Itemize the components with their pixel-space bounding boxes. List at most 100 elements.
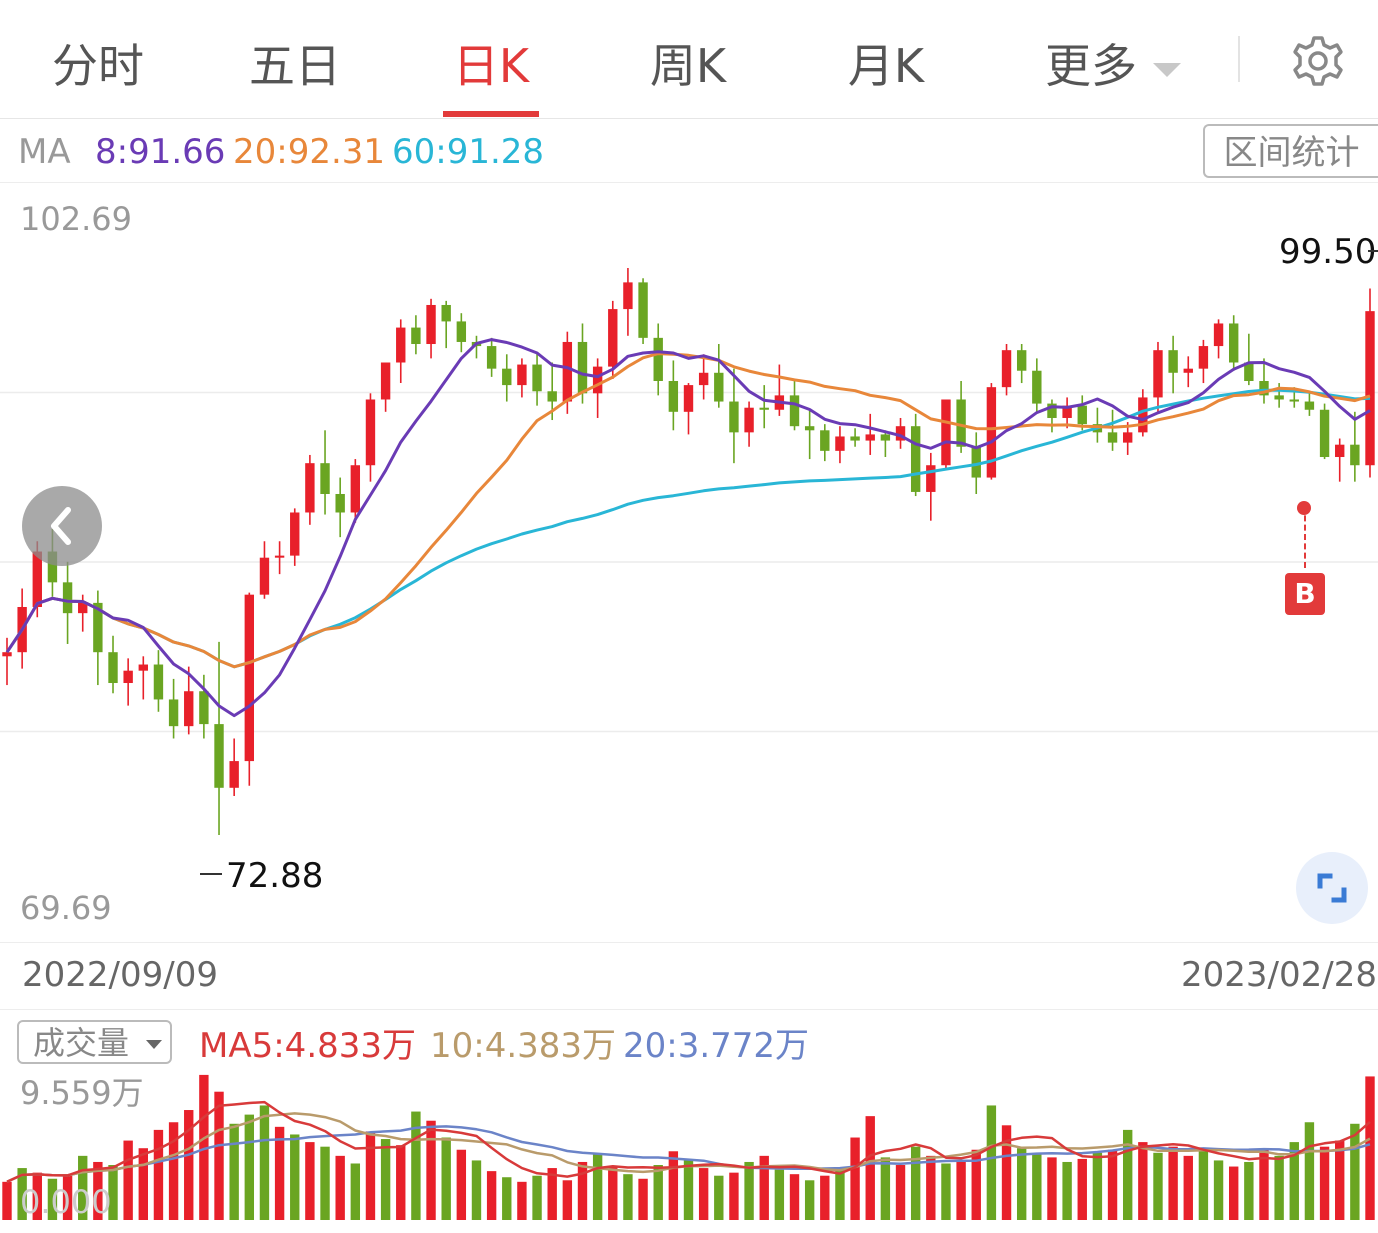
volume-bar (850, 1137, 860, 1220)
candle (168, 678, 179, 739)
volume-bar (1335, 1140, 1345, 1220)
volume-bar (274, 1126, 285, 1220)
candle (93, 590, 103, 686)
candle-body (411, 327, 421, 345)
volume-chart[interactable] (0, 1066, 1378, 1233)
candle (1168, 335, 1178, 394)
candle-body (1032, 370, 1042, 404)
candle (1259, 358, 1269, 404)
volume-bar (305, 1142, 315, 1220)
candle (426, 298, 436, 359)
candle-body (1047, 403, 1057, 418)
candle (1365, 288, 1375, 478)
candle (1001, 344, 1012, 396)
tab-weekly-k[interactable]: 周K (649, 39, 727, 93)
candle (2, 637, 12, 686)
candle-body (365, 399, 376, 466)
volume-bar (1244, 1161, 1254, 1220)
candle-body (32, 551, 42, 607)
volume-bar (835, 1168, 845, 1220)
volume-bar (638, 1178, 648, 1220)
buy-marker[interactable]: B (1285, 573, 1325, 615)
candle (1244, 333, 1254, 386)
candle-body (638, 282, 648, 338)
candle (305, 454, 315, 525)
ma8-line (5, 338, 1371, 718)
candle-body (1229, 323, 1239, 363)
range-stats-button[interactable]: 区间统计 (1203, 124, 1378, 178)
price-axis-min: 69.69 (20, 889, 112, 927)
tab-intraday[interactable]: 分时 (52, 39, 144, 93)
candle (683, 383, 694, 435)
candle (365, 393, 376, 482)
volume-bar (668, 1151, 679, 1220)
volume-bar (259, 1105, 270, 1220)
candle (380, 362, 391, 412)
volume-bar (971, 1149, 981, 1220)
volume-bar (865, 1116, 875, 1220)
candle (986, 383, 997, 480)
volume-bar (517, 1181, 527, 1220)
volume-bar (1213, 1160, 1224, 1220)
tab-five-day[interactable]: 五日 (249, 39, 341, 93)
end-date: 2023/02/28 (1181, 955, 1377, 995)
candle (1032, 358, 1042, 412)
volume-bar (744, 1161, 754, 1220)
candle-body (441, 304, 451, 322)
fullscreen-button[interactable] (1296, 852, 1368, 924)
candle-body (547, 391, 557, 402)
divider (1238, 36, 1240, 82)
tab-monthly-k[interactable]: 月K (847, 39, 925, 93)
candle-body (835, 436, 845, 451)
candle (456, 313, 467, 353)
candle (153, 650, 164, 712)
candle (729, 368, 739, 464)
candle-body (1289, 399, 1299, 402)
candle-body (1319, 409, 1330, 458)
candlestick-chart[interactable] (0, 183, 1378, 941)
volume-bar (592, 1154, 603, 1220)
tab-more[interactable]: 更多 (1038, 30, 1188, 93)
high-mark-tick (1368, 250, 1378, 252)
volume-bar (986, 1105, 997, 1220)
candle-body (93, 602, 103, 653)
low-price-mark: 72.88 (226, 856, 324, 896)
volume-bar (820, 1175, 830, 1220)
volume-bar (623, 1174, 633, 1220)
tab-daily-k[interactable]: 日K (452, 39, 530, 93)
volume-bar (1319, 1146, 1330, 1220)
indicator-select[interactable]: 成交量 (17, 1020, 172, 1064)
volume-bar (1122, 1129, 1133, 1220)
volume-bar (214, 1091, 224, 1220)
candle (1350, 411, 1360, 482)
candle-body (1107, 432, 1118, 443)
candle-body (608, 309, 618, 367)
candle (396, 319, 406, 384)
back-button[interactable] (22, 486, 102, 566)
ma-legend: MA 8:91.66 20:92.31 60:91.28 (0, 120, 1378, 183)
candle (1062, 397, 1072, 429)
candle (623, 267, 633, 336)
volume-bar (471, 1160, 482, 1220)
candle (1319, 403, 1330, 460)
candle-body (820, 430, 830, 451)
candle (865, 413, 875, 455)
volume-bar (532, 1175, 542, 1220)
candle (1016, 344, 1027, 384)
volume-bar (1259, 1149, 1269, 1220)
volume-bar (426, 1120, 436, 1220)
volume-bar (1168, 1146, 1178, 1220)
candle-body (1274, 395, 1284, 400)
candle (880, 430, 891, 458)
gear-icon[interactable] (1290, 33, 1346, 89)
vol-ma10-value: 10:4.383万 (430, 1026, 617, 1066)
volume-axis-max: 9.559万 (20, 1074, 144, 1112)
volume-bar (62, 1175, 73, 1220)
volume-bar (199, 1074, 209, 1220)
candle-body (517, 364, 527, 386)
volume-bar (411, 1111, 421, 1220)
candle (668, 360, 679, 431)
high-price-mark: 99.50 (1279, 232, 1377, 272)
price-axis-max: 102.69 (20, 200, 132, 238)
vol-ma5-value: MA5:4.833万 (199, 1026, 417, 1066)
